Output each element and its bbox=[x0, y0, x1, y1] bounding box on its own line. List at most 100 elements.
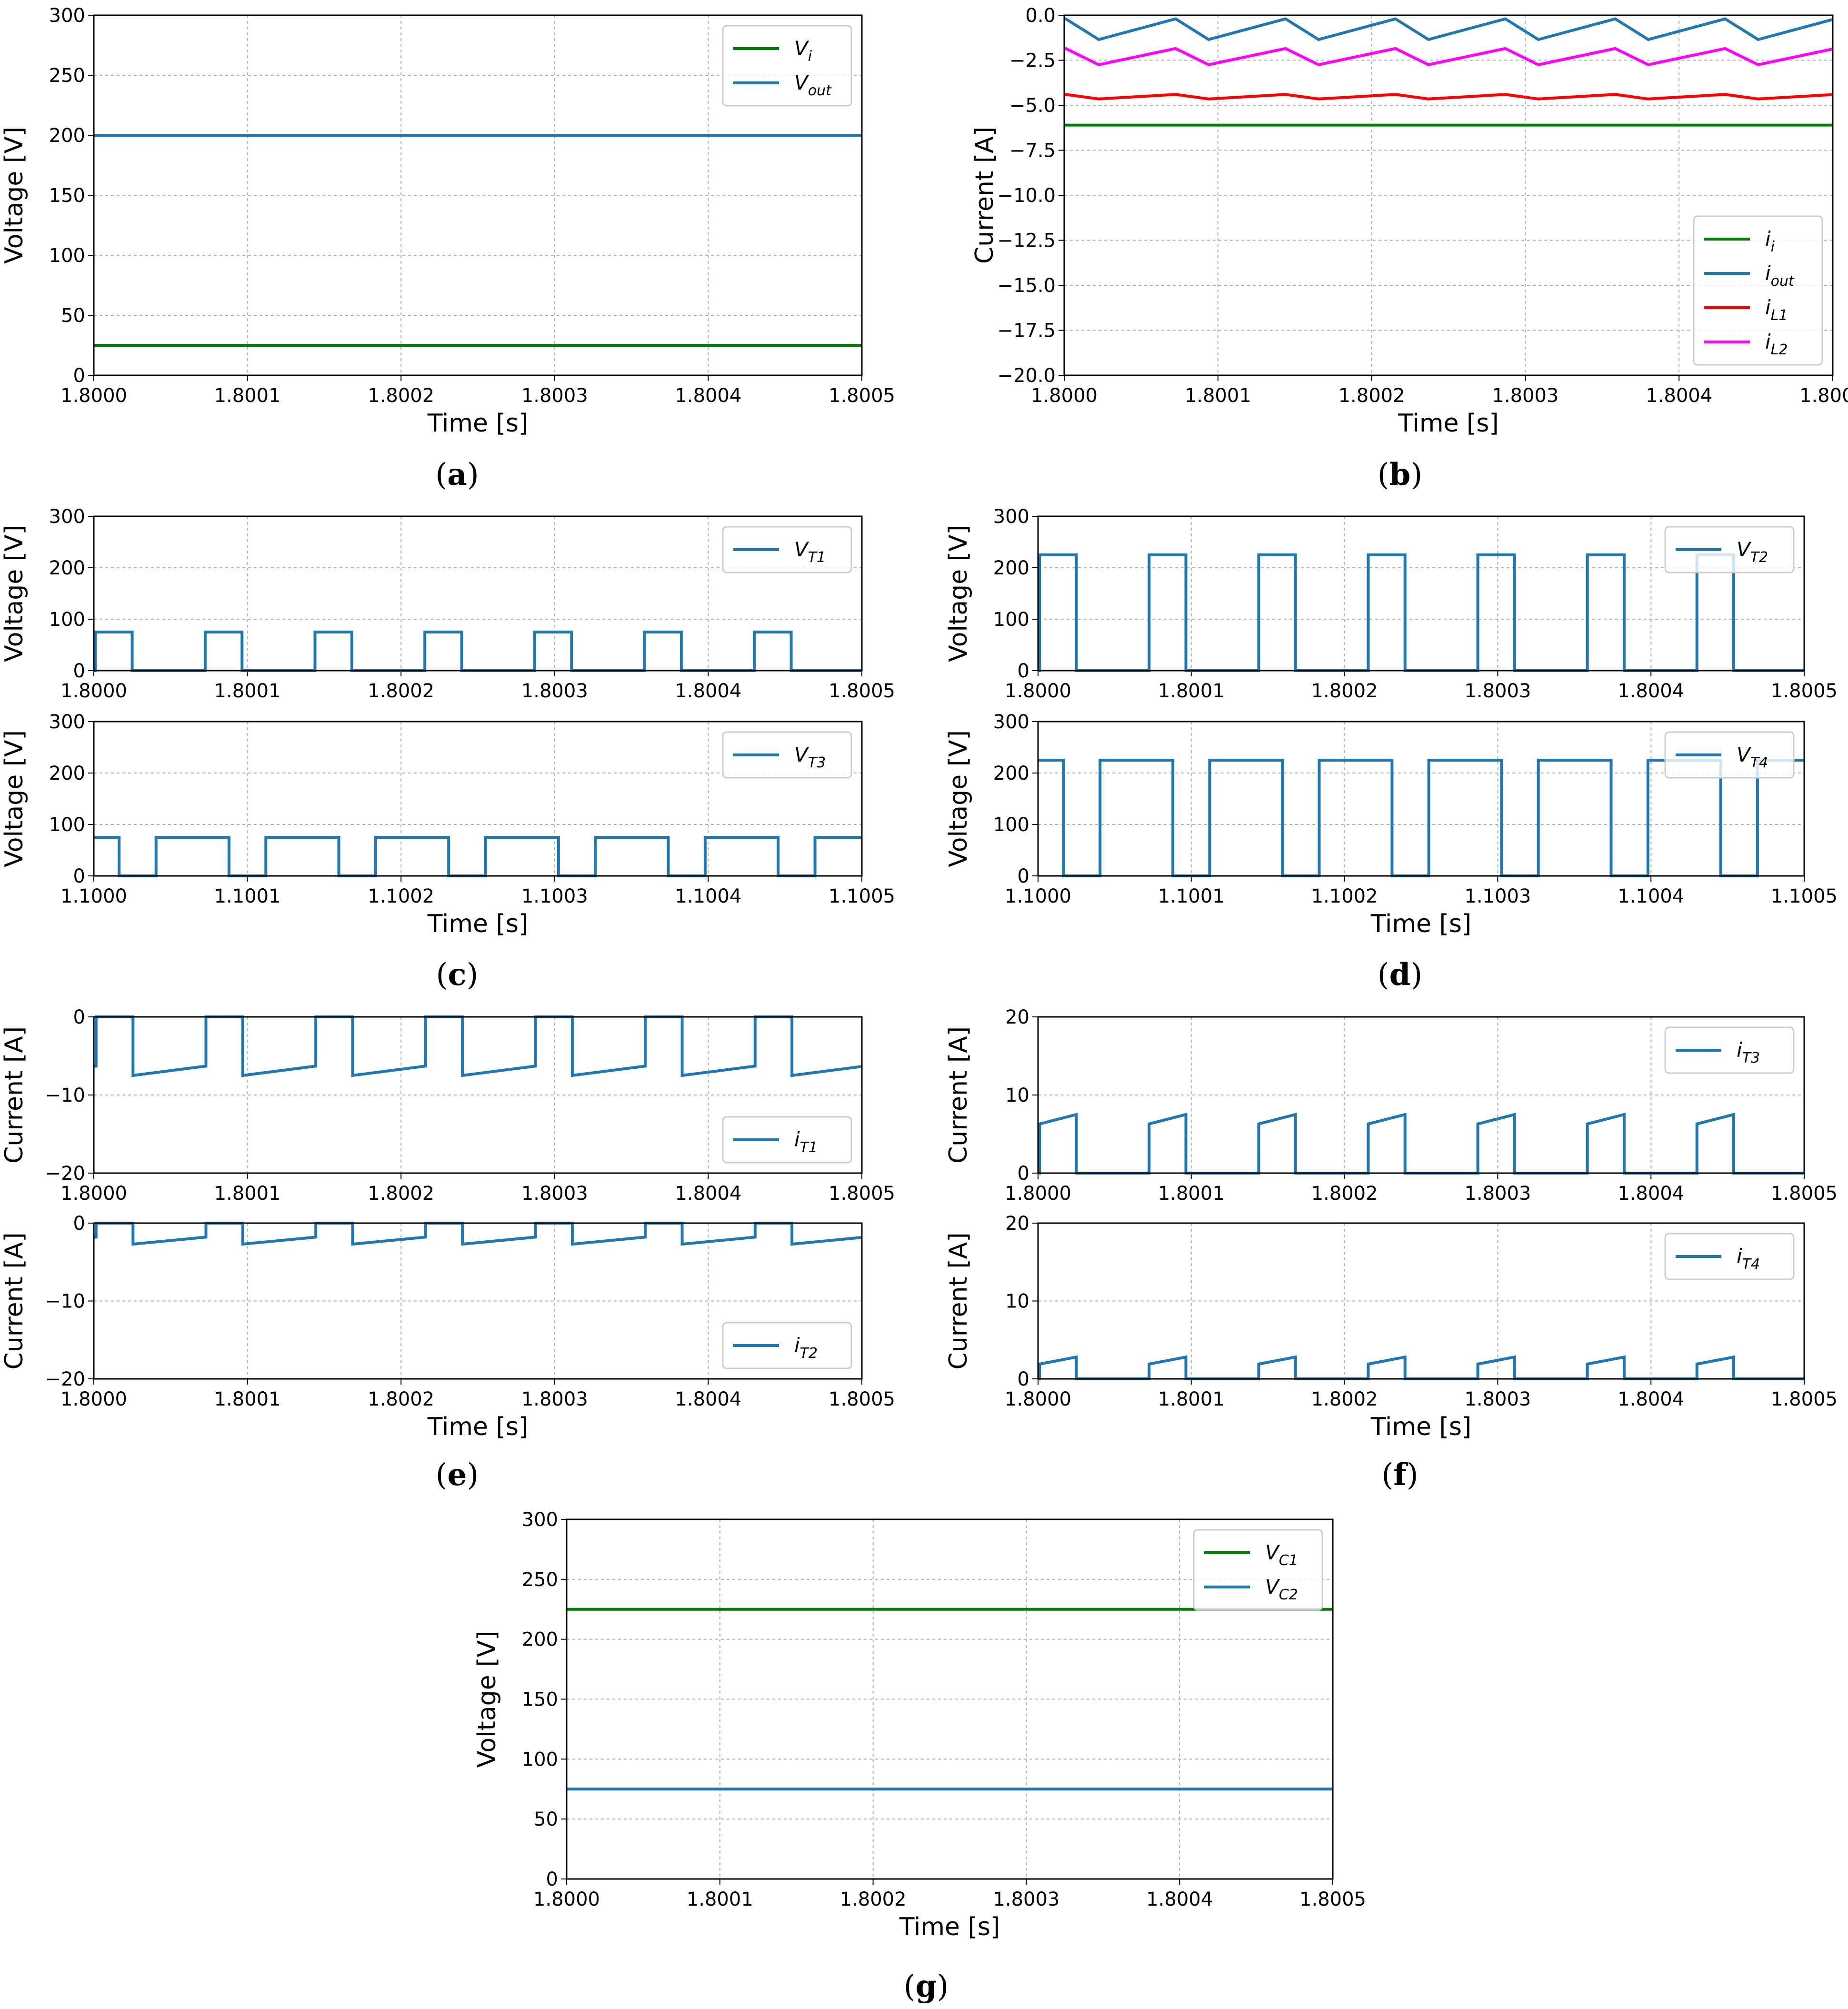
x-tick-label: 1.8003 bbox=[521, 385, 588, 407]
legend-label: Vi bbox=[794, 37, 812, 65]
panel-tag-letter: c bbox=[448, 957, 467, 993]
legend-label-main: V bbox=[794, 37, 809, 60]
legend-label-main: V bbox=[794, 71, 809, 94]
y-axis-title: Voltage [V] bbox=[944, 730, 973, 867]
x-tick-label: 1.8000 bbox=[60, 1388, 127, 1410]
y-tick-label: −20 bbox=[45, 1163, 85, 1185]
y-tick-label: 300 bbox=[993, 506, 1029, 528]
y-tick-label: −12.5 bbox=[997, 230, 1056, 252]
x-tick-label: 1.1005 bbox=[1771, 885, 1838, 907]
x-tick-label: 1.8004 bbox=[1146, 1888, 1213, 1910]
x-tick-label: 1.8001 bbox=[214, 1183, 281, 1205]
x-tick-label: 1.8002 bbox=[368, 385, 434, 407]
y-tick-label: 0 bbox=[73, 365, 85, 387]
x-tick-label: 1.1000 bbox=[60, 885, 127, 907]
legend-label-sub: i bbox=[1771, 239, 1775, 255]
y-tick-label: 0 bbox=[73, 865, 85, 887]
legend-label: iT2 bbox=[794, 1334, 818, 1362]
series-line-i-t3 bbox=[1038, 1113, 1804, 1175]
plot-frame bbox=[1037, 1016, 1805, 1174]
legend-box bbox=[1664, 1233, 1795, 1280]
panel-tag-close: ) bbox=[937, 1969, 949, 2004]
legend-box bbox=[1193, 1529, 1323, 1611]
x-tick-label: 1.8005 bbox=[829, 1183, 895, 1205]
x-tick-label: 1.8003 bbox=[993, 1888, 1059, 1910]
x-tick-label: 1.8004 bbox=[675, 385, 741, 407]
legend-label-sub: i bbox=[808, 48, 812, 65]
x-tick-label: 1.8001 bbox=[214, 385, 281, 407]
plot-frame bbox=[1037, 1222, 1805, 1380]
legend-label: VT3 bbox=[794, 743, 826, 771]
legend-label: VT4 bbox=[1737, 743, 1768, 771]
x-tick-label: 1.8002 bbox=[1311, 1388, 1378, 1410]
x-tick-label: 1.8005 bbox=[829, 1388, 895, 1410]
panel-tag-letter: b bbox=[1389, 457, 1411, 492]
legend: iT4 bbox=[1664, 1233, 1795, 1280]
y-tick-label: −10.0 bbox=[997, 185, 1056, 207]
y-axis-title: Current [A] bbox=[944, 1026, 973, 1164]
y-axis-title: Voltage [V] bbox=[944, 525, 973, 662]
x-tick-label: 1.8002 bbox=[368, 680, 434, 702]
y-tick-label: −2.5 bbox=[1009, 50, 1056, 72]
y-tick-label: −5.0 bbox=[1009, 95, 1056, 117]
plot-frame bbox=[93, 14, 863, 376]
chart-e2: 1.8000 1.8001 1.8002 1.8003 1.8004 1.8005 −20 −… bbox=[0, 1213, 895, 1441]
panel-tag-close: ) bbox=[466, 957, 478, 993]
legend-box bbox=[722, 25, 852, 107]
x-tick-label: 1.8002 bbox=[368, 1183, 434, 1205]
panel-tag-letter: e bbox=[448, 1457, 467, 1493]
y-tick-label: 200 bbox=[49, 557, 85, 579]
x-axis-title: Time [s] bbox=[427, 1413, 528, 1441]
legend-label: VC1 bbox=[1265, 1541, 1298, 1569]
y-tick-label: 20 bbox=[1005, 1213, 1029, 1235]
series-line-i-t2 bbox=[94, 1222, 862, 1246]
y-tick-label: 50 bbox=[534, 1808, 558, 1830]
chart-d2: 1.1000 1.1001 1.1002 1.1003 1.1004 1.1005 0 100… bbox=[944, 711, 1838, 938]
chart-c1: 1.8000 1.8001 1.8002 1.8003 1.8004 1.8005 0 100… bbox=[0, 506, 895, 702]
x-tick-label: 1.1002 bbox=[1311, 885, 1378, 907]
x-tick-label: 1.8001 bbox=[1185, 385, 1251, 407]
x-tick-label: 1.8003 bbox=[521, 1388, 588, 1410]
legend: VT2 bbox=[1664, 526, 1795, 573]
x-tick-label: 1.1000 bbox=[1005, 885, 1071, 907]
x-axis-title: Time [s] bbox=[899, 1913, 1000, 1941]
y-tick-label: 300 bbox=[49, 711, 85, 733]
y-tick-label: −20 bbox=[45, 1368, 85, 1390]
legend-label: iout bbox=[1765, 261, 1795, 290]
x-tick-label: 1.8004 bbox=[675, 1183, 741, 1205]
x-tick-label: 1.8000 bbox=[1005, 1183, 1071, 1205]
x-tick-label: 1.8005 bbox=[829, 385, 895, 407]
plot-frame bbox=[93, 515, 863, 672]
legend-label-main: V bbox=[1265, 1541, 1280, 1564]
legend: iT2 bbox=[722, 1322, 852, 1369]
legend-label-sub: T2 bbox=[800, 1345, 818, 1362]
y-tick-label: −7.5 bbox=[1009, 140, 1056, 162]
y-axis-title: Current [A] bbox=[944, 1233, 973, 1370]
legend-label-sub: L2 bbox=[1771, 342, 1788, 358]
legend-box bbox=[722, 1116, 852, 1164]
panel-tag-open: ( bbox=[435, 457, 447, 492]
chart-f1: 1.8000 1.8001 1.8002 1.8003 1.8004 1.8005 0 10 2… bbox=[944, 1006, 1838, 1205]
y-tick-label: 10 bbox=[1005, 1291, 1029, 1313]
legend-box bbox=[1664, 731, 1795, 779]
x-tick-label: 1.1002 bbox=[368, 885, 434, 907]
x-tick-label: 1.8000 bbox=[1005, 1388, 1071, 1410]
series-line-i-t1 bbox=[94, 1015, 862, 1077]
x-tick-label: 1.8004 bbox=[1618, 1183, 1684, 1205]
legend-label-sub: T4 bbox=[1742, 1256, 1760, 1273]
series-line-v-t3 bbox=[94, 836, 862, 877]
y-tick-label: 20 bbox=[1005, 1006, 1029, 1028]
legend-box bbox=[1664, 526, 1795, 573]
panel-tag: (f) bbox=[1381, 1457, 1418, 1493]
legend-label-sub: C2 bbox=[1279, 1587, 1298, 1603]
y-tick-label: 150 bbox=[522, 1689, 558, 1711]
plot-frame bbox=[93, 721, 863, 877]
x-tick-label: 1.8002 bbox=[368, 1388, 434, 1410]
y-tick-label: 200 bbox=[993, 763, 1029, 784]
legend-label-main: V bbox=[1737, 743, 1752, 766]
x-tick-label: 1.8000 bbox=[60, 1183, 127, 1205]
legend-label-sub: L1 bbox=[1771, 307, 1788, 324]
y-axis-title: Current [A] bbox=[970, 127, 999, 264]
plot-frame bbox=[1037, 515, 1805, 672]
